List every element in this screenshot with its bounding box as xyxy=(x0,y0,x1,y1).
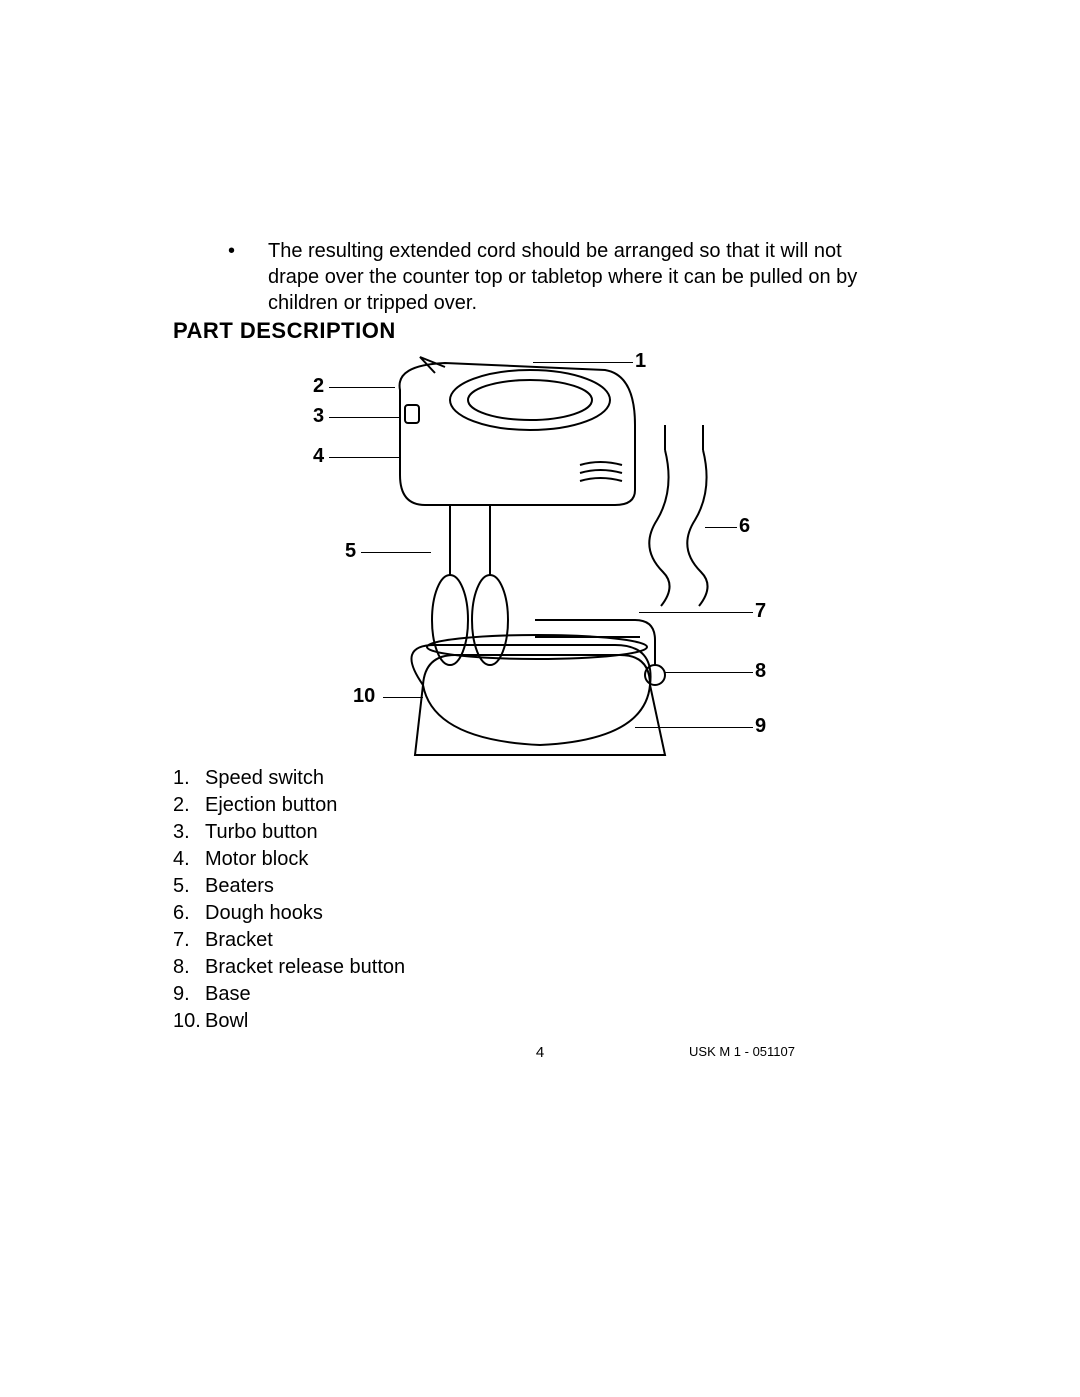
leader-10 xyxy=(383,697,423,698)
leader-5 xyxy=(361,552,431,553)
list-item: 8.Bracket release button xyxy=(173,954,405,981)
list-item: 1.Speed switch xyxy=(173,765,405,792)
leader-8 xyxy=(665,672,753,673)
list-item: 9.Base xyxy=(173,981,405,1008)
part-label: Bowl xyxy=(205,1008,248,1035)
callout-8: 8 xyxy=(755,660,766,683)
leader-6 xyxy=(705,527,737,528)
list-item: 7.Bracket xyxy=(173,927,405,954)
bullet-dot: • xyxy=(220,238,268,316)
manual-page: • The resulting extended cord should be … xyxy=(0,0,1080,1397)
callout-5: 5 xyxy=(345,540,356,563)
part-label: Bracket release button xyxy=(205,954,405,981)
callout-10: 10 xyxy=(353,685,375,708)
part-label: Ejection button xyxy=(205,792,337,819)
part-label: Base xyxy=(205,981,251,1008)
list-item: 6.Dough hooks xyxy=(173,900,405,927)
leader-9 xyxy=(635,727,753,728)
callout-2: 2 xyxy=(313,375,324,398)
callout-1: 1 xyxy=(635,350,646,373)
part-label: Turbo button xyxy=(205,819,318,846)
part-label: Speed switch xyxy=(205,765,324,792)
part-diagram: 2 3 4 5 10 1 6 7 8 9 xyxy=(305,345,775,785)
callout-3: 3 xyxy=(313,405,324,428)
callout-6: 6 xyxy=(739,515,750,538)
callout-9: 9 xyxy=(755,715,766,738)
bullet-text: The resulting extended cord should be ar… xyxy=(268,238,890,316)
mixer-illustration xyxy=(305,345,775,785)
leader-7 xyxy=(639,612,753,613)
page-number: 4 xyxy=(0,1044,1080,1061)
doc-id: USK M 1 - 051107 xyxy=(689,1044,795,1059)
part-label: Motor block xyxy=(205,846,308,873)
section-heading: PART DESCRIPTION xyxy=(173,318,396,344)
list-item: 3.Turbo button xyxy=(173,819,405,846)
leader-3 xyxy=(329,417,399,418)
part-list: 1.Speed switch 2.Ejection button 3.Turbo… xyxy=(173,765,405,1035)
list-item: 4.Motor block xyxy=(173,846,405,873)
leader-1 xyxy=(533,362,633,363)
part-label: Dough hooks xyxy=(205,900,323,927)
callout-7: 7 xyxy=(755,600,766,623)
list-item: 10.Bowl xyxy=(173,1008,405,1035)
part-label: Beaters xyxy=(205,873,274,900)
safety-bullet: • The resulting extended cord should be … xyxy=(220,238,890,316)
list-item: 5.Beaters xyxy=(173,873,405,900)
leader-2 xyxy=(329,387,395,388)
leader-4 xyxy=(329,457,399,458)
list-item: 2.Ejection button xyxy=(173,792,405,819)
part-label: Bracket xyxy=(205,927,273,954)
callout-4: 4 xyxy=(313,445,324,468)
